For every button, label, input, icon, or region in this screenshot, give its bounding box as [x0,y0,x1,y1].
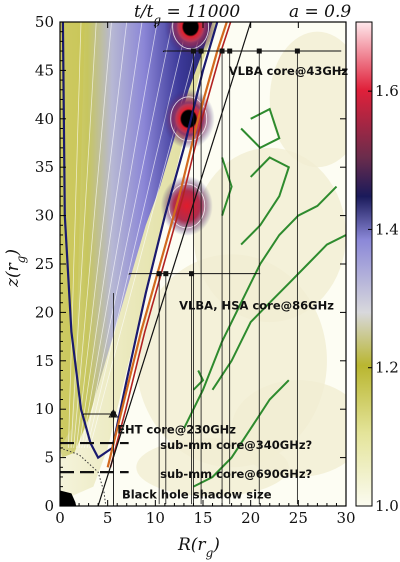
y-tick-label: 10 [35,400,54,418]
core-marker [156,271,162,277]
density-contour [68,22,82,448]
core-marker [198,48,204,54]
core-marker [163,271,169,277]
plot-area [60,22,346,506]
x-tick-label: 0 [55,509,65,527]
y-tick-label: 15 [35,352,54,370]
black-hole [60,490,77,506]
wind-contour [221,157,233,216]
x-tick-label: 15 [193,509,212,527]
wind-contour [240,156,291,246]
jet-spine-region [60,22,85,448]
y-tick-label: 45 [35,61,54,79]
colorbar-tick-label: 1.4 [375,220,399,238]
wind-contour [192,370,205,391]
y-tick-label: 25 [35,255,54,273]
core-marker [294,48,300,54]
hot-spot-core [174,22,207,45]
overlay-layer: VLBA core@43GHz VLBA, HSA core@86GHz EHT c… [60,48,349,506]
y-tick-label: 50 [35,13,54,31]
reference-line [97,22,252,506]
colorbar-tick-label: 1.2 [375,359,399,377]
core-marker [256,48,262,54]
core-marker [219,48,225,54]
colorbar-gradient [355,21,373,507]
core-marker [189,271,195,277]
wind-patch [136,438,289,497]
colorbar-tick-label: 1.0 [375,497,399,515]
colorbar: 1.0 1.2 1.4 1.6 [355,21,399,515]
hot-spot-contour [172,22,210,50]
x-axis-label: R(rg) [177,535,220,560]
y-tick-label: 5 [44,449,54,467]
chart-title-spin: a = 0.9 [289,2,351,22]
density-contour [86,22,189,448]
bernoulli-boundary-line [109,22,232,468]
annotation-label: VLBA, HSA core@86GHz [179,298,334,312]
wind-contour [240,107,281,150]
x-tick-label: 30 [336,509,355,527]
x-tick-label: 25 [289,509,308,527]
y-tick-label: 35 [35,158,54,176]
density-contour [81,22,158,448]
wind-contour [211,234,346,391]
density-contour [76,22,128,448]
annotation-label: VLBA core@43GHz [229,64,349,78]
density-contour [84,22,173,448]
x-tick-label: 5 [103,509,113,527]
wind-patch [193,147,346,323]
colorbar-tick-label: 1.6 [375,82,399,100]
density-contour [78,22,143,448]
annotation-label: EHT core@230GHz [117,422,236,436]
annotation-label: Black hole shadow size [122,487,272,501]
y-tick-label: 20 [35,303,54,321]
x-tick-label: 10 [146,509,165,527]
y-axis-label: z(rg) [3,249,28,288]
wind-patch [269,31,346,168]
wind-contour [183,185,338,430]
sigma-boundary-line [106,22,228,468]
density-contour [70,22,97,448]
core-marker [227,48,233,54]
y-tick-label: 0 [44,497,54,515]
axes: 0 5 10 15 20 25 30 0 5 10 15 20 25 30 35 40 45 50 [35,13,356,527]
core-marker [190,48,196,54]
x-tick-label: 20 [241,509,260,527]
y-tick-label: 40 [35,110,54,128]
hot-spot-contour [170,96,208,142]
annotation-label: sub-mm core@340GHz? [160,438,312,452]
annotation-label: sub-mm core@690GHz? [160,467,312,481]
wind-contour [193,379,290,488]
ergosphere-line [60,447,107,506]
density-contour [73,22,112,448]
y-tick-label: 30 [35,207,54,225]
